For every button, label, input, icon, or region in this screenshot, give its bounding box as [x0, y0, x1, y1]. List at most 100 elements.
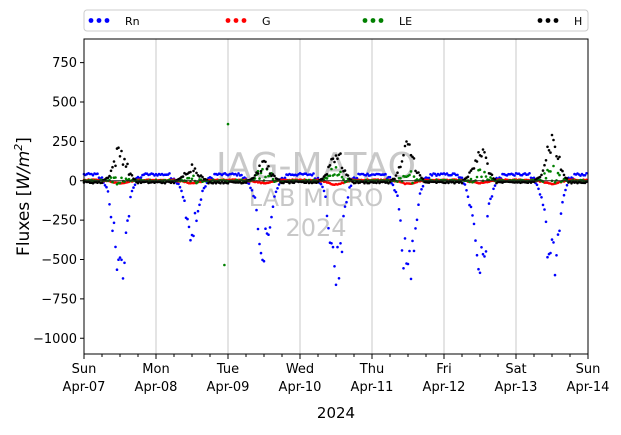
- data-point: [193, 211, 197, 215]
- data-point: [543, 208, 546, 211]
- x-tick-date: Apr-11: [351, 380, 394, 395]
- data-point: [549, 151, 552, 154]
- data-point: [549, 251, 552, 255]
- data-point: [397, 208, 401, 211]
- data-point: [123, 261, 126, 265]
- x-axis-label: 2024: [317, 404, 355, 422]
- data-point: [484, 250, 488, 253]
- data-point: [124, 165, 128, 168]
- data-point: [480, 175, 483, 179]
- data-point: [528, 172, 531, 175]
- legend-marker: [370, 18, 376, 23]
- data-point: [346, 196, 350, 199]
- data-point: [483, 151, 486, 154]
- legend-marker: [225, 18, 231, 23]
- data-point: [118, 181, 122, 185]
- data-point: [538, 175, 542, 179]
- data-point: [561, 169, 564, 173]
- data-point: [340, 166, 344, 170]
- data-point: [408, 173, 411, 177]
- data-point: [477, 151, 480, 154]
- data-point: [198, 203, 201, 207]
- data-point: [489, 176, 492, 179]
- data-point: [327, 226, 330, 230]
- data-point: [190, 163, 194, 166]
- data-point: [409, 277, 413, 281]
- data-point: [468, 171, 471, 174]
- data-point: [124, 231, 128, 234]
- data-point: [343, 205, 347, 208]
- legend-marker: [233, 18, 239, 23]
- data-point: [235, 174, 239, 177]
- data-point: [472, 222, 476, 226]
- data-point: [255, 208, 258, 212]
- data-point: [201, 175, 204, 179]
- y-axis: 750 500 250 0 −250 −500 −750 −1000: [33, 56, 84, 347]
- data-point: [339, 152, 342, 155]
- data-point: [259, 251, 263, 255]
- data-point: [342, 178, 345, 181]
- data-point: [132, 186, 135, 189]
- y-tick-label: 750: [52, 56, 77, 71]
- data-point: [108, 203, 111, 206]
- data-point: [400, 160, 404, 163]
- data-point: [417, 203, 420, 206]
- data-point: [561, 200, 564, 204]
- data-point: [271, 205, 275, 208]
- data-point: [117, 258, 120, 262]
- data-point: [391, 183, 395, 187]
- data-point: [393, 177, 396, 181]
- data-point: [420, 188, 423, 191]
- data-point: [114, 245, 117, 249]
- legend-marker: [96, 18, 102, 23]
- legend-item-Rn: Rn: [88, 15, 140, 28]
- data-point: [330, 242, 333, 245]
- data-point: [418, 174, 422, 177]
- data-point: [489, 197, 492, 201]
- data-point: [262, 259, 266, 263]
- data-point: [547, 149, 551, 152]
- data-point: [192, 234, 195, 238]
- data-point: [513, 174, 516, 177]
- data-point: [475, 253, 479, 257]
- data-point: [106, 190, 110, 193]
- watermark-line: LAB MICRO: [249, 184, 384, 212]
- data-point: [111, 180, 114, 184]
- data-point: [484, 156, 488, 159]
- data-point: [483, 170, 486, 174]
- data-point: [402, 153, 405, 157]
- data-point: [388, 175, 392, 179]
- y-tick-label: −500: [41, 253, 77, 268]
- data-point: [555, 155, 558, 158]
- data-point: [270, 215, 273, 219]
- data-point: [465, 189, 468, 192]
- data-point: [492, 187, 495, 191]
- data-point: [480, 155, 483, 158]
- legend-marker: [362, 18, 368, 23]
- x-tick-day: Sun: [576, 362, 601, 377]
- data-point: [130, 174, 134, 177]
- y-tick-label: −750: [41, 292, 77, 307]
- data-point: [490, 195, 494, 198]
- data-point: [408, 249, 411, 253]
- x-tick-date: Apr-10: [279, 380, 322, 395]
- data-point: [187, 176, 191, 180]
- data-point: [121, 277, 125, 280]
- data-point: [334, 154, 338, 157]
- data-point: [139, 176, 143, 179]
- data-point: [195, 171, 198, 175]
- data-point: [540, 196, 543, 199]
- data-point: [328, 164, 332, 167]
- data-point: [111, 229, 114, 233]
- legend-label: Rn: [125, 15, 140, 28]
- data-point: [342, 214, 345, 218]
- data-point: [411, 239, 414, 243]
- data-point: [189, 238, 192, 242]
- x-axis: Sun Apr-07 Mon Apr-08 Tue Apr-09 Wed Apr-10 Thu A…: [63, 354, 609, 395]
- data-point: [126, 219, 129, 222]
- data-point: [253, 196, 257, 199]
- x-tick-day: Fri: [436, 362, 452, 377]
- data-point: [543, 163, 546, 167]
- data-point: [490, 173, 494, 177]
